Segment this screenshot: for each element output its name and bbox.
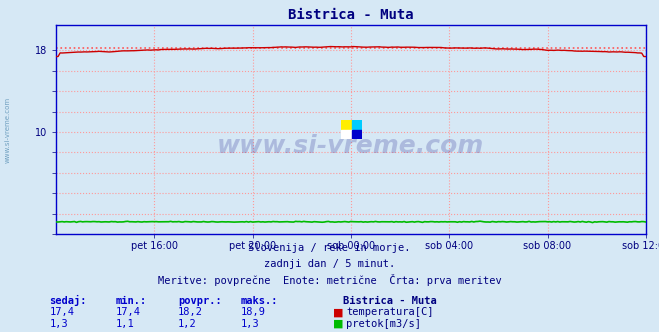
Text: 18,2: 18,2 [178, 307, 203, 317]
Text: sedaj:: sedaj: [49, 295, 87, 306]
Text: 17,4: 17,4 [115, 307, 140, 317]
Text: povpr.:: povpr.: [178, 296, 221, 306]
Text: pretok[m3/s]: pretok[m3/s] [346, 319, 421, 329]
Text: min.:: min.: [115, 296, 146, 306]
Text: 17,4: 17,4 [49, 307, 74, 317]
Bar [341, 129, 352, 139]
Text: Bistrica - Muta: Bistrica - Muta [343, 296, 436, 306]
Text: 1,3: 1,3 [241, 319, 259, 329]
Bar [352, 129, 362, 139]
Text: temperatura[C]: temperatura[C] [346, 307, 434, 317]
Text: ■: ■ [333, 307, 343, 317]
Text: ■: ■ [333, 319, 343, 329]
Text: Slovenija / reke in morje.: Slovenija / reke in morje. [248, 243, 411, 253]
Text: 1,1: 1,1 [115, 319, 134, 329]
Text: 1,3: 1,3 [49, 319, 68, 329]
Title: Bistrica - Muta: Bistrica - Muta [288, 8, 414, 22]
Text: www.si-vreme.com: www.si-vreme.com [217, 134, 484, 158]
Text: 1,2: 1,2 [178, 319, 196, 329]
Bar [352, 121, 362, 129]
Text: zadnji dan / 5 minut.: zadnji dan / 5 minut. [264, 259, 395, 269]
Text: 18,9: 18,9 [241, 307, 266, 317]
Bar [341, 121, 352, 129]
Text: maks.:: maks.: [241, 296, 278, 306]
Text: Meritve: povprečne  Enote: metrične  Črta: prva meritev: Meritve: povprečne Enote: metrične Črta:… [158, 274, 501, 286]
Text: www.si-vreme.com: www.si-vreme.com [5, 96, 11, 163]
